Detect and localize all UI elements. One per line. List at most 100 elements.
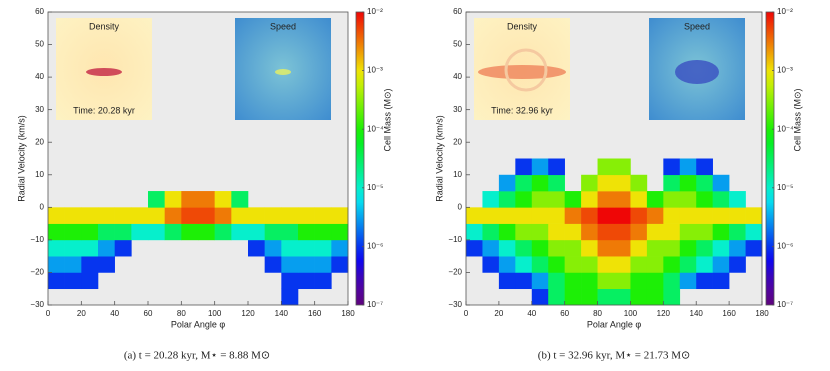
cell [148, 191, 165, 208]
cell [198, 207, 215, 224]
cell [248, 239, 265, 257]
cell [564, 256, 582, 273]
y-axis-label: Radial Velocity (km/s) [16, 115, 26, 202]
cell [498, 256, 516, 273]
cell [712, 191, 730, 208]
cell [148, 207, 165, 224]
cell [646, 239, 664, 257]
cell [712, 174, 730, 192]
cell [630, 223, 648, 241]
x-tick-label: 60 [144, 309, 153, 318]
cell [729, 256, 746, 273]
y-tick-label: 50 [35, 40, 44, 49]
cell [331, 239, 349, 257]
cell [729, 191, 746, 208]
inset-label: Density [89, 21, 120, 31]
cell [663, 158, 681, 176]
cell [515, 191, 533, 208]
cell [564, 272, 582, 290]
caption: (b) t = 32.96 kyr, M⋆ = 21.73 M⊙ [538, 350, 690, 362]
colorbar-tick-label: 10⁻⁵ [367, 183, 383, 192]
x-tick-label: 40 [527, 309, 536, 318]
cell [131, 207, 149, 224]
cell [614, 158, 631, 176]
cell [663, 223, 681, 241]
cell [646, 256, 664, 273]
cell [515, 158, 533, 176]
y-tick-label: 50 [453, 40, 462, 49]
cell [646, 207, 664, 224]
cell [264, 207, 282, 224]
cell [614, 207, 631, 224]
cell [745, 239, 763, 257]
cell [679, 174, 697, 192]
cell [331, 256, 349, 273]
cell [281, 288, 299, 306]
cell [581, 174, 598, 192]
x-tick-label: 0 [464, 309, 469, 318]
cell [181, 207, 199, 224]
y-tick-label: −10 [448, 235, 462, 244]
time-label: Time: 20.28 kyr [73, 105, 135, 115]
colorbar-label: Cell Mass (M⊙) [382, 88, 392, 151]
cell [482, 256, 500, 273]
cell [614, 223, 631, 241]
cell [597, 207, 615, 224]
cell [531, 207, 549, 224]
y-tick-label: 0 [40, 202, 45, 211]
cell [164, 223, 182, 241]
cell [663, 239, 681, 257]
cell [646, 223, 664, 241]
cell [679, 272, 697, 290]
cell [515, 239, 533, 257]
cell [482, 207, 500, 224]
speed-core [675, 60, 719, 84]
cell [696, 256, 713, 273]
cell [663, 272, 681, 290]
cell [331, 223, 349, 241]
cell [515, 207, 533, 224]
colorbar-tick-label: 10⁻² [777, 7, 793, 16]
x-tick-label: 140 [690, 309, 704, 318]
cell [64, 239, 82, 257]
cell [548, 223, 565, 241]
cell [646, 288, 664, 306]
cell [663, 288, 681, 306]
x-tick-label: 180 [341, 309, 355, 318]
speed-core [275, 69, 291, 75]
x-tick-label: 60 [560, 309, 569, 318]
y-tick-label: 20 [453, 137, 462, 146]
cell [679, 239, 697, 257]
cell [515, 174, 533, 192]
cell [745, 207, 763, 224]
cell [498, 191, 516, 208]
cell [515, 272, 533, 290]
cell [646, 191, 664, 208]
cell [98, 223, 115, 241]
cell [98, 239, 115, 257]
inset-label: Speed [684, 21, 710, 31]
x-tick-label: 160 [308, 309, 322, 318]
cell [597, 239, 615, 257]
cell [597, 158, 615, 176]
cell [663, 256, 681, 273]
cell [64, 256, 82, 273]
colorbar-label: Cell Mass (M⊙) [792, 88, 802, 151]
cell [729, 207, 746, 224]
inset-label: Speed [270, 21, 296, 31]
y-tick-label: 60 [35, 7, 44, 16]
cell [745, 223, 763, 241]
cell [64, 223, 82, 241]
cell [81, 272, 99, 290]
cell [581, 288, 598, 306]
colorbar-tick-label: 10⁻⁴ [367, 124, 384, 133]
cell [298, 239, 315, 257]
cell [581, 272, 598, 290]
cell [548, 239, 565, 257]
x-tick-label: 20 [494, 309, 503, 318]
cell [679, 256, 697, 273]
cell [264, 239, 282, 257]
cell [81, 223, 99, 241]
cell [281, 207, 299, 224]
